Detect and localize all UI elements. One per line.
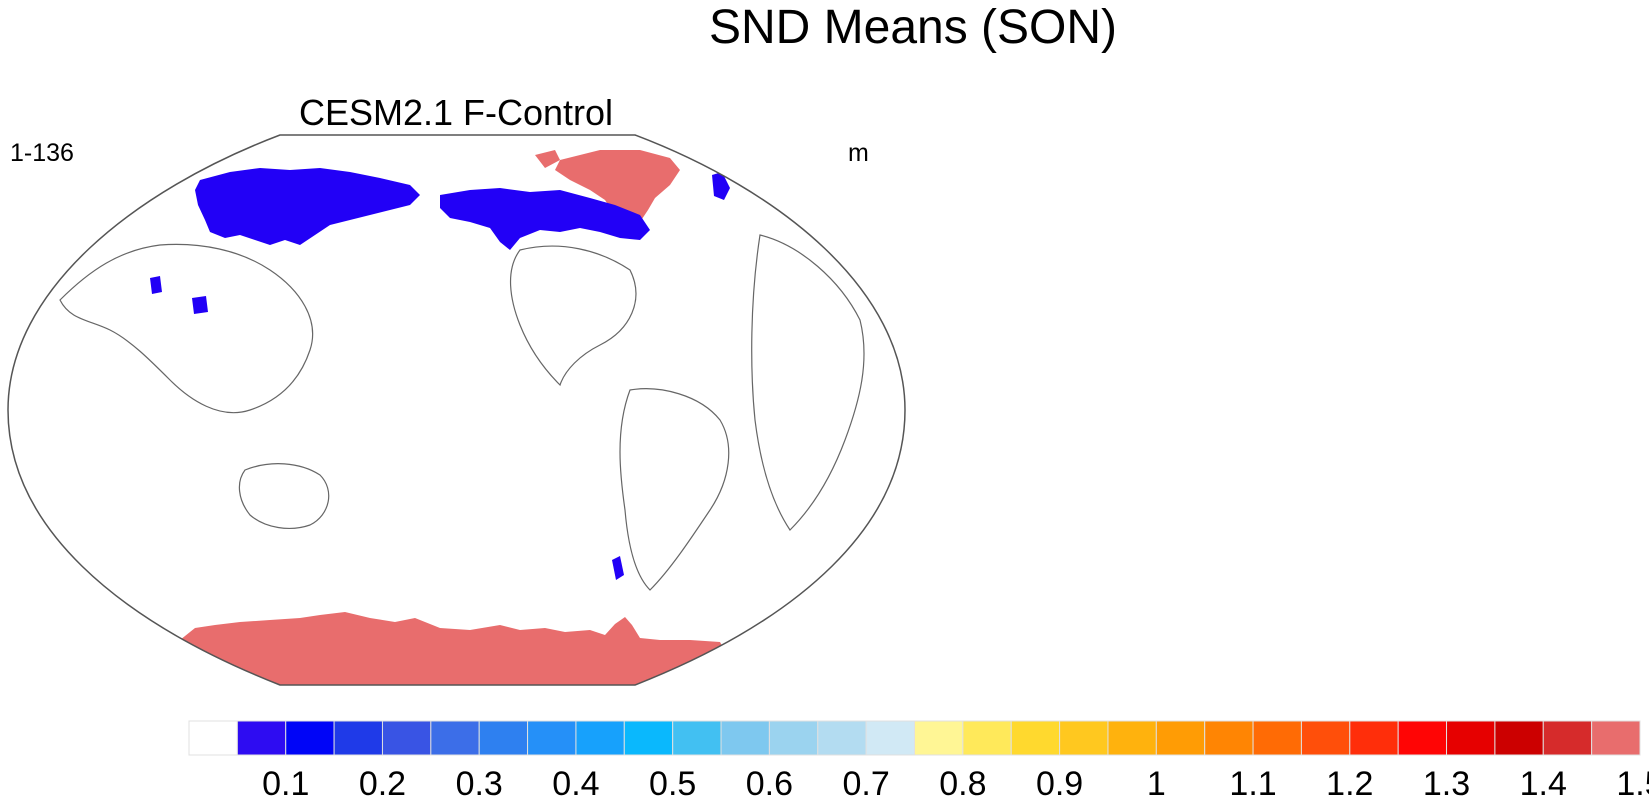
colorbar-tick-label: 0.2 [359,765,406,803]
colorbar-tick-label: 0.7 [842,765,889,803]
colorbar-box [478,720,529,756]
colorbar-box [1010,720,1061,756]
colorbar-box [623,720,674,756]
colorbar-box [914,720,964,756]
colorbar-tick-label: 0.1 [262,765,309,803]
colorbar-tick-label: 0.6 [746,765,793,803]
north-america-snow-region [440,188,650,250]
colorbar-box [672,720,722,756]
colorbar-box [1591,720,1641,756]
map-content [59,150,865,685]
colorbar-tick-label: 1 [1147,765,1166,803]
colorbar-tick-label: 1.4 [1520,765,1567,803]
colorbar-box [1349,720,1399,756]
colorbar-labels: 0.1 0.2 0.3 0.4 0.5 0.6 0.7 0.8 0.9 1 1.1 1.2 1.3 1.4… [262,765,1649,803]
colorbar-box [1059,720,1109,756]
colorbar-box [865,720,916,756]
central-asia-snow-region [150,276,162,294]
colorbar-box [1494,720,1544,756]
arctic-island-snow-region [535,150,560,168]
figure-title: SND Means (SON) [708,1,1118,54]
antarctica-snow-region [175,612,730,685]
colorbar-box [768,720,819,756]
colorbar-box [333,720,383,756]
colorbar-box [1300,720,1351,756]
colorbar-box [430,720,480,756]
scandinavia-snow-region [712,172,730,200]
right-string: m [848,139,869,167]
coastlines [59,234,865,591]
colorbar-box [817,720,867,756]
colorbar-box [1107,720,1157,756]
colorbar-tick-label: 1.1 [1229,765,1276,803]
eurasia-snow-region [195,168,420,245]
colorbar-box [381,720,432,756]
colorbar-box [1446,720,1496,756]
colorbar-box [1155,720,1206,756]
colorbar-tick-label: 1.3 [1423,765,1470,803]
colorbar-tick-label: 1.5 [1616,765,1649,803]
patagonia-snow-region [612,556,624,580]
colorbar-box [1542,720,1593,756]
colorbar-box [1252,720,1302,756]
colorbar-tick-label: 0.3 [456,765,503,803]
colorbar-box [527,720,577,756]
colorbar-tick-label: 0.5 [649,765,696,803]
colorbar-box [285,720,335,756]
tibet-snow-region [192,296,208,314]
colorbar-box [1204,720,1254,756]
greenland-snow-region [555,150,680,225]
colorbar-box [575,720,625,756]
colorbar-tick-label: 0.4 [552,765,599,803]
colorbar-tick-label: 0.8 [939,765,986,803]
left-string: 1-136 [10,139,74,167]
colorbar-box [1397,720,1448,756]
colorbar-box [188,720,238,756]
colorbar-box [962,720,1012,756]
colorbar-box [720,720,770,756]
map-frame [7,134,906,686]
colorbar-tick-label: 1.2 [1326,765,1373,803]
colorbar-boxes [188,720,1641,756]
colorbar-tick-label: 0.9 [1036,765,1083,803]
panel-title: CESM2.1 F-Control [298,92,614,133]
colorbar-box [236,720,287,756]
